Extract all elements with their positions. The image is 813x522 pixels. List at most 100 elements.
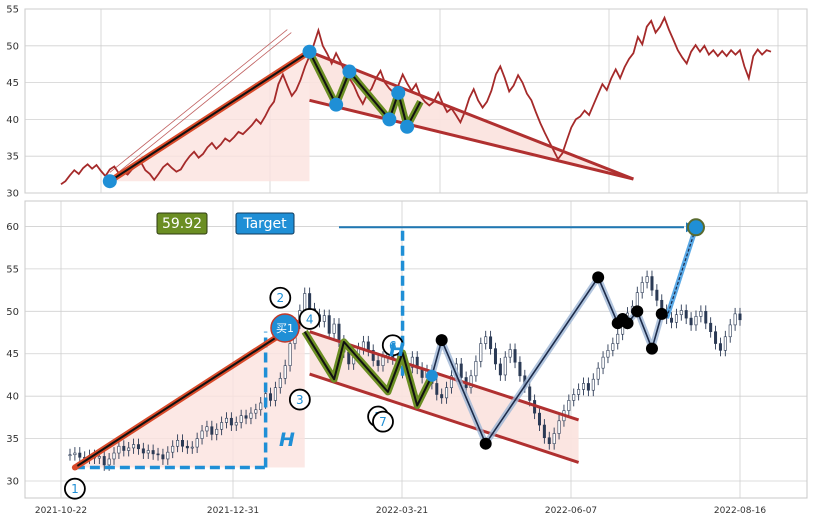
bottom-x-tick-label: 2021-12-31 — [207, 506, 259, 516]
bottom-candle-body — [567, 400, 571, 411]
bottom-candle-body — [195, 438, 199, 448]
bottom-candle-body — [552, 433, 556, 444]
bottom-candle-body — [489, 336, 493, 349]
target-label: Target — [242, 216, 287, 232]
top-panel: 30 35 40 45 50 55 — [6, 5, 808, 200]
height-label-left: H — [279, 429, 295, 451]
bottom-trend-line-inner — [74, 318, 306, 469]
bottom-candle-body — [577, 389, 581, 395]
bottom-y-tick-label: 35 — [6, 434, 19, 445]
bottom-pivot-marker — [655, 307, 668, 320]
bottom-candle-body — [224, 417, 228, 423]
bottom-candle-body — [180, 439, 184, 447]
bottom-candle-body — [704, 311, 708, 324]
bottom-pivot-number-circle — [381, 334, 404, 357]
top-upper-trendline — [308, 50, 634, 181]
top-pivot-marker — [302, 44, 317, 59]
bottom-candle-body — [347, 351, 351, 365]
height-label-right: H — [389, 339, 405, 361]
bottom-x-tick-label: 2022-08-16 — [714, 506, 767, 516]
bottom-candle-body — [249, 412, 253, 419]
bottom-candle-body — [508, 349, 512, 358]
bottom-candle-body — [200, 430, 204, 439]
bottom-candle-body — [97, 456, 101, 459]
bottom-candle-body — [308, 293, 312, 310]
top-y-tick-label: 30 — [6, 189, 19, 200]
top-y-tick-label: 35 — [6, 152, 19, 163]
bottom-candle-body — [303, 293, 307, 311]
bottom-pivot-marker — [592, 271, 605, 284]
bottom-candle-body — [723, 336, 727, 351]
bottom-candle-body — [616, 333, 620, 344]
bottom-candle-body — [459, 363, 463, 378]
bottom-candle-body — [572, 394, 576, 401]
bottom-candle-body — [640, 282, 644, 293]
bottom-pivot-marker — [631, 305, 644, 318]
bottom-candle-body — [503, 356, 507, 376]
bottom-candle-body — [166, 451, 170, 460]
bottom-y-tick-label: 45 — [6, 349, 19, 360]
bottom-y-tick-label: 30 — [6, 477, 19, 488]
bottom-projection-inner — [666, 227, 697, 319]
bottom-candle-body — [220, 422, 224, 430]
bottom-candle-body — [122, 445, 126, 451]
bottom-pivot-marker — [479, 437, 492, 450]
bottom-pivot-marker — [621, 317, 634, 330]
bottom-candle-body — [156, 453, 160, 456]
bottom-candle-body — [606, 350, 610, 358]
bottom-candle-body — [718, 343, 722, 351]
top-pivot-marker — [400, 119, 415, 134]
top-target-arrow — [109, 29, 288, 173]
top-pivot-marker — [342, 64, 357, 79]
bottom-candle-body — [288, 343, 292, 366]
bottom-candle-body — [410, 356, 414, 368]
top-y-tick-label: 45 — [6, 78, 19, 89]
bottom-x-tick-label: 2022-03-21 — [376, 506, 428, 516]
bottom-target-marker — [686, 218, 705, 237]
bottom-candle-body — [542, 424, 546, 439]
target-label-box: Target — [235, 212, 295, 235]
top-y-tick-label: 55 — [6, 5, 19, 16]
bottom-candle-body — [728, 324, 732, 338]
bottom-candle-body — [586, 383, 590, 391]
bottom-candle-body — [547, 437, 551, 444]
bottom-candle-body — [655, 289, 659, 301]
bottom-pivot-number-label: 2 — [276, 291, 284, 305]
bottom-candle-body — [440, 394, 444, 399]
bottom-pivot-number-circle — [298, 308, 321, 330]
bottom-lower-trendline — [309, 372, 580, 464]
bottom-candle-body — [435, 383, 439, 395]
bottom-candle-body — [259, 402, 263, 411]
bottom-candle-body — [371, 350, 375, 361]
bottom-candle-body — [327, 315, 331, 334]
bottom-candle-body — [709, 322, 713, 332]
bottom-upper-trendline — [309, 330, 580, 422]
bottom-candle-body — [102, 456, 106, 466]
bottom-candle-body — [493, 348, 497, 365]
bottom-candle-body — [498, 363, 502, 376]
bottom-candle-body — [366, 341, 370, 351]
bottom-candle-body — [269, 393, 273, 401]
bottom-x-axis: 2021-10-22 2021-12-31 2022-03-21 2022-06-07… — [35, 506, 767, 516]
bottom-candle-body — [234, 422, 238, 426]
bottom-candle-body — [254, 409, 258, 414]
bottom-pivot-number-circle — [372, 410, 394, 433]
buy-marker-circle — [270, 313, 300, 343]
bottom-y-tick-label: 40 — [6, 392, 19, 403]
top-pivot-marker — [329, 97, 344, 112]
bottom-candle-body — [684, 310, 688, 319]
bottom-candle-body — [445, 387, 449, 399]
bottom-pivot-number-label: 7 — [379, 415, 387, 429]
bottom-pivot-number-circle — [288, 388, 311, 411]
bottom-candle-body — [68, 454, 72, 457]
bottom-pivot-number-circle — [63, 477, 86, 500]
top-lower-trendline — [309, 98, 634, 181]
bottom-candle-body — [582, 383, 586, 390]
bottom-candle-body — [513, 349, 517, 363]
value-label: 59.92 — [162, 216, 202, 232]
top-pivot-marker — [102, 174, 117, 189]
bottom-candle-body — [670, 317, 674, 323]
top-trend-line-inner — [109, 50, 311, 183]
target-label-bg — [235, 212, 295, 235]
bottom-candle-body — [136, 444, 140, 450]
